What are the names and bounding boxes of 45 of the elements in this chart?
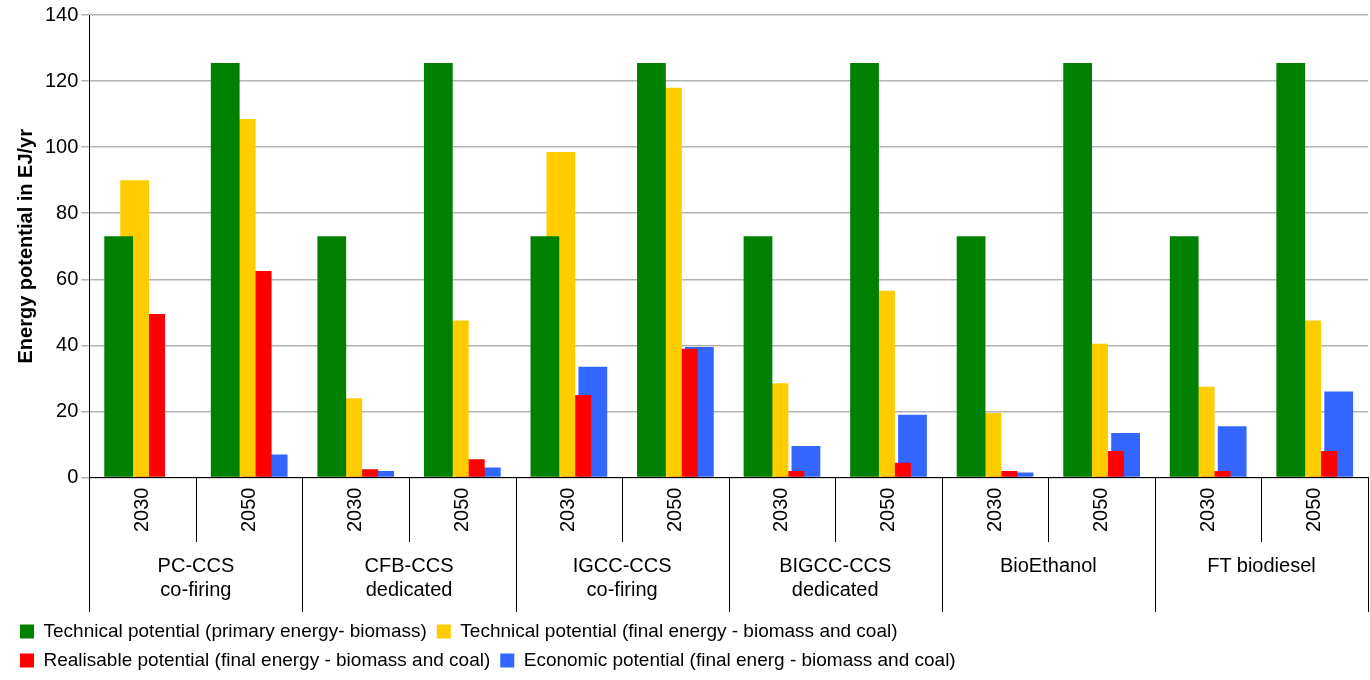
bar bbox=[210, 62, 240, 477]
bar bbox=[791, 446, 821, 477]
x-tick-label: 2050 bbox=[662, 487, 685, 533]
y-tick-label: 0 bbox=[67, 465, 79, 488]
text: BIGCC-CCS dedicated bbox=[779, 553, 892, 600]
x-tick-label: 2030 bbox=[1195, 487, 1218, 533]
y-tick-label: 100 bbox=[44, 134, 79, 157]
bar bbox=[530, 236, 560, 477]
bar bbox=[743, 236, 773, 477]
legend-label: Economic potential (final energ - biomass and coal) bbox=[523, 648, 956, 670]
text: IGCC-CCS co-firing bbox=[572, 553, 672, 600]
x-tick-label: 2050 bbox=[236, 487, 259, 533]
bar bbox=[1063, 62, 1093, 477]
x-tick-label: 2030 bbox=[343, 487, 366, 533]
bar bbox=[956, 236, 986, 477]
text: CFB-CCS dedicated bbox=[364, 553, 454, 600]
bar bbox=[104, 236, 134, 477]
text: PC-CCS co-firing bbox=[157, 553, 235, 600]
y-tick-label: 40 bbox=[56, 332, 79, 355]
y-tick-label: 120 bbox=[44, 68, 79, 91]
x-tick-label: 2050 bbox=[449, 487, 472, 533]
y-tick-label: 60 bbox=[56, 266, 79, 289]
bar bbox=[423, 62, 453, 477]
y-tick-label: 140 bbox=[44, 2, 79, 25]
text: BioEthanol bbox=[999, 553, 1097, 576]
text: FT biodiesel bbox=[1207, 553, 1316, 576]
bar bbox=[317, 236, 347, 477]
legend-label: Technical potential (final energy - biomass and coal) bbox=[460, 619, 898, 641]
legend-label: Technical potential (primary energy- biomass) bbox=[43, 619, 427, 641]
y-tick-label: 20 bbox=[56, 398, 79, 421]
x-tick-label: 2030 bbox=[982, 487, 1005, 533]
legend-label: Realisable potential (final energy - biomass and coal) bbox=[43, 648, 491, 670]
x-tick-label: 2030 bbox=[130, 487, 153, 533]
x-tick-label: 2050 bbox=[1302, 487, 1325, 533]
x-tick-label: 2030 bbox=[556, 487, 579, 533]
bar bbox=[1276, 62, 1306, 477]
x-tick-label: 2050 bbox=[876, 487, 899, 533]
x-tick-label: 2050 bbox=[1089, 487, 1112, 533]
x-tick-label: 2030 bbox=[769, 487, 792, 533]
bar bbox=[637, 62, 666, 477]
bar bbox=[1217, 426, 1247, 477]
bar bbox=[1169, 236, 1199, 477]
y-tick-label: 80 bbox=[56, 200, 79, 223]
y-axis-title: Energy potential in EJ/yr bbox=[13, 128, 36, 364]
bar bbox=[850, 62, 879, 477]
